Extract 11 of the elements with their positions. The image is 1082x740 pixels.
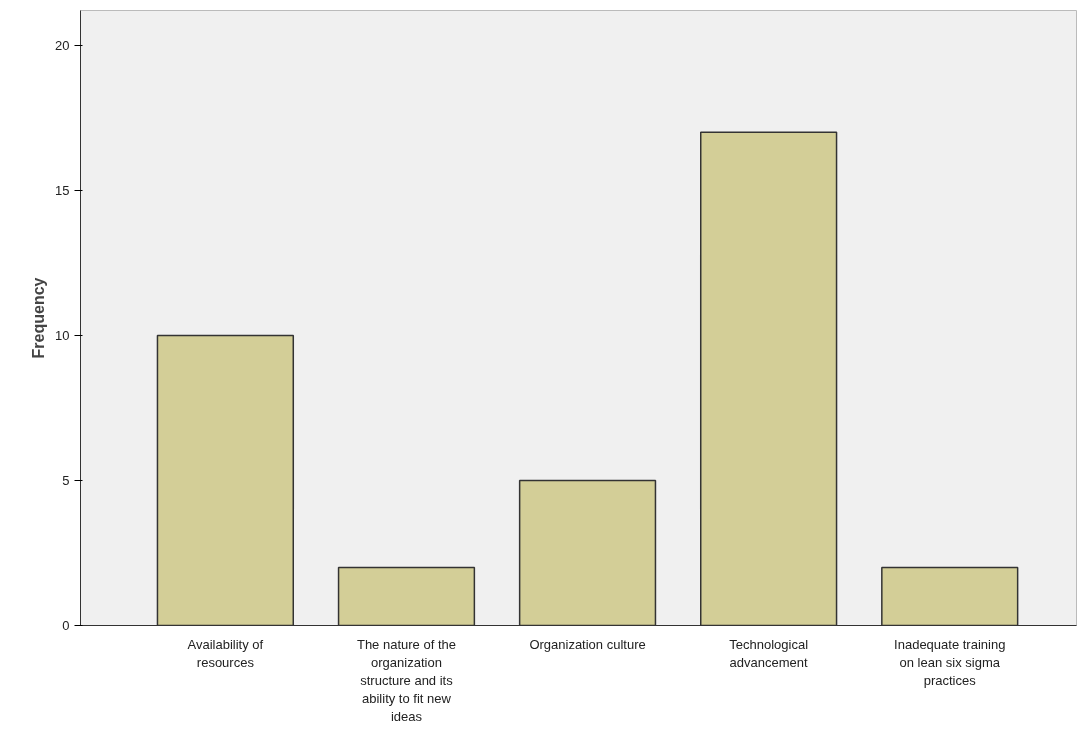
y-tick-label: 0 bbox=[62, 618, 70, 633]
y-tick-label: 15 bbox=[55, 182, 70, 198]
y-tick-label: 5 bbox=[62, 472, 70, 488]
x-tick-label: Technological advancement bbox=[729, 636, 809, 670]
y-axis-title: Frequency bbox=[30, 277, 48, 359]
y-tick-label: 20 bbox=[55, 37, 70, 53]
y-tick-label: 10 bbox=[55, 327, 70, 343]
x-tick-label: Organization culture bbox=[529, 636, 646, 652]
x-tick-label: Inadequate training on lean six sigma practices bbox=[894, 636, 1006, 688]
x-tick-label: The nature of the organization structure and its ability to fit new ideas bbox=[356, 636, 456, 724]
x-tick-label: Availability of resources bbox=[187, 636, 264, 670]
